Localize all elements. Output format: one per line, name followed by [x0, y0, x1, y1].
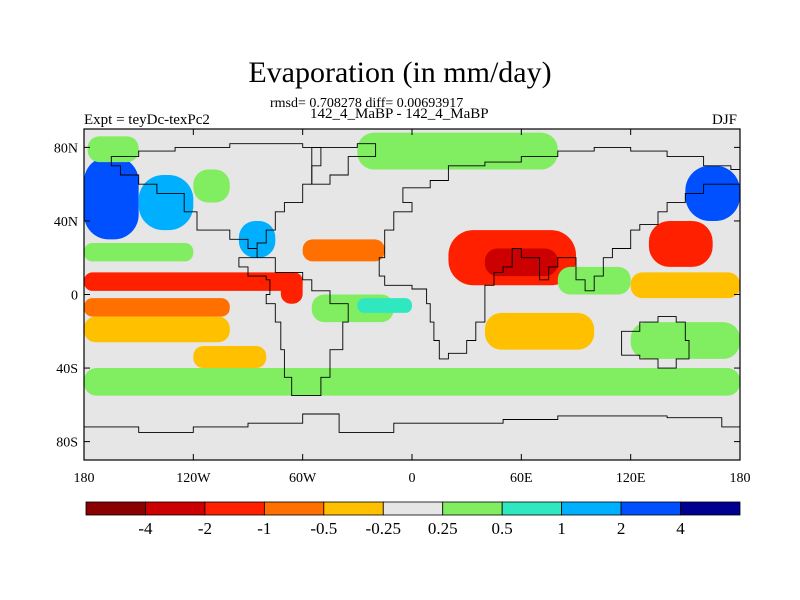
continent-outline-0 [110, 143, 349, 397]
anomaly-region-21 [630, 272, 740, 299]
colorbar-label-5: 0.25 [428, 519, 458, 538]
x-tick-label-1: 120W [176, 471, 211, 486]
anomaly-region-2 [193, 169, 230, 203]
x-tick-label-5: 120E [616, 471, 646, 486]
colorbar-swatch-7 [501, 501, 563, 516]
y-tick-label-2: 0 [71, 289, 78, 304]
anomaly-region-0 [84, 156, 139, 240]
chart-title: Evaporation (in mm/day) [248, 56, 552, 89]
colorbar-label-1: -2 [198, 519, 212, 538]
anomaly-region-10 [193, 345, 267, 369]
colorbar-label-9: 4 [676, 519, 685, 538]
colorbar-swatch-9 [620, 501, 681, 516]
anomaly-region-13 [84, 368, 740, 396]
experiment-label: Expt = teyDc-texPc2 [84, 112, 210, 128]
anomaly-region-4 [84, 243, 194, 262]
chart-subtitle: 142_4_MaBP - 142_4_MaBP [310, 106, 489, 122]
x-tick-label-4: 60E [510, 471, 533, 486]
colorbar-swatch-3 [263, 501, 325, 516]
colorbar-label-0: -4 [138, 519, 153, 538]
colorbar-label-4: -0.25 [366, 519, 401, 538]
anomaly-region-7 [84, 298, 230, 317]
anomaly-region-8 [280, 272, 303, 304]
colorbar-label-6: 0.5 [492, 519, 513, 538]
continent-outline-3 [84, 413, 740, 460]
anomaly-region-19 [648, 220, 713, 267]
anomaly-region-23 [357, 298, 412, 313]
colorbar-label-8: 2 [617, 519, 626, 538]
anomaly-region-3 [87, 136, 139, 163]
colorbar-swatch-2 [204, 501, 265, 516]
y-tick-label-0: 80N [54, 141, 78, 156]
x-tick-label-0: 180 [74, 471, 95, 486]
anomaly-region-6 [84, 272, 303, 291]
field-background [84, 129, 740, 460]
x-tick-label-2: 60W [289, 471, 317, 486]
y-tick-label-1: 40N [54, 215, 78, 230]
continent-outline-4 [311, 143, 377, 185]
y-tick-label-4: 80S [56, 436, 78, 451]
colorbar: -4 -2 -1 -0.5 -0.25 0.25 0.5 1 2 4 [85, 501, 741, 538]
y-tick-label-3: 40S [56, 362, 78, 377]
anomaly-region-17 [484, 312, 595, 350]
season-label: DJF [712, 112, 738, 128]
continent-outline-2 [621, 316, 690, 369]
colorbar-swatch-4 [323, 501, 384, 516]
stats-line: rmsd= 0.708278 diff= 0.00693917 [270, 96, 464, 111]
anomaly-region-14 [357, 132, 558, 170]
continent-outlines [84, 143, 740, 460]
anomaly-region-20 [685, 165, 740, 221]
colorbar-swatch-10 [680, 501, 741, 516]
map-field [84, 129, 740, 460]
colorbar-swatch-1 [145, 501, 206, 516]
colorbar-label-2: -1 [257, 519, 271, 538]
colorbar-swatch-8 [561, 501, 622, 516]
colorbar-swatch-5 [382, 501, 444, 516]
colorbar-label-3: -0.5 [310, 519, 337, 538]
axis-ticks: 180 120W 60W 0 60E 120E 180 80N 40N 0 40S 80S [54, 129, 751, 486]
x-tick-label-6: 180 [730, 471, 751, 486]
anomaly-region-1 [138, 174, 194, 231]
colorbar-label-7: 1 [557, 519, 566, 538]
anomaly-region-11 [302, 239, 385, 262]
colorbar-swatch-0 [85, 501, 146, 516]
anomaly-region-9 [84, 316, 230, 343]
continent-outline-1 [378, 146, 740, 360]
x-tick-label-3: 0 [409, 471, 416, 486]
colorbar-swatch-6 [442, 501, 503, 516]
